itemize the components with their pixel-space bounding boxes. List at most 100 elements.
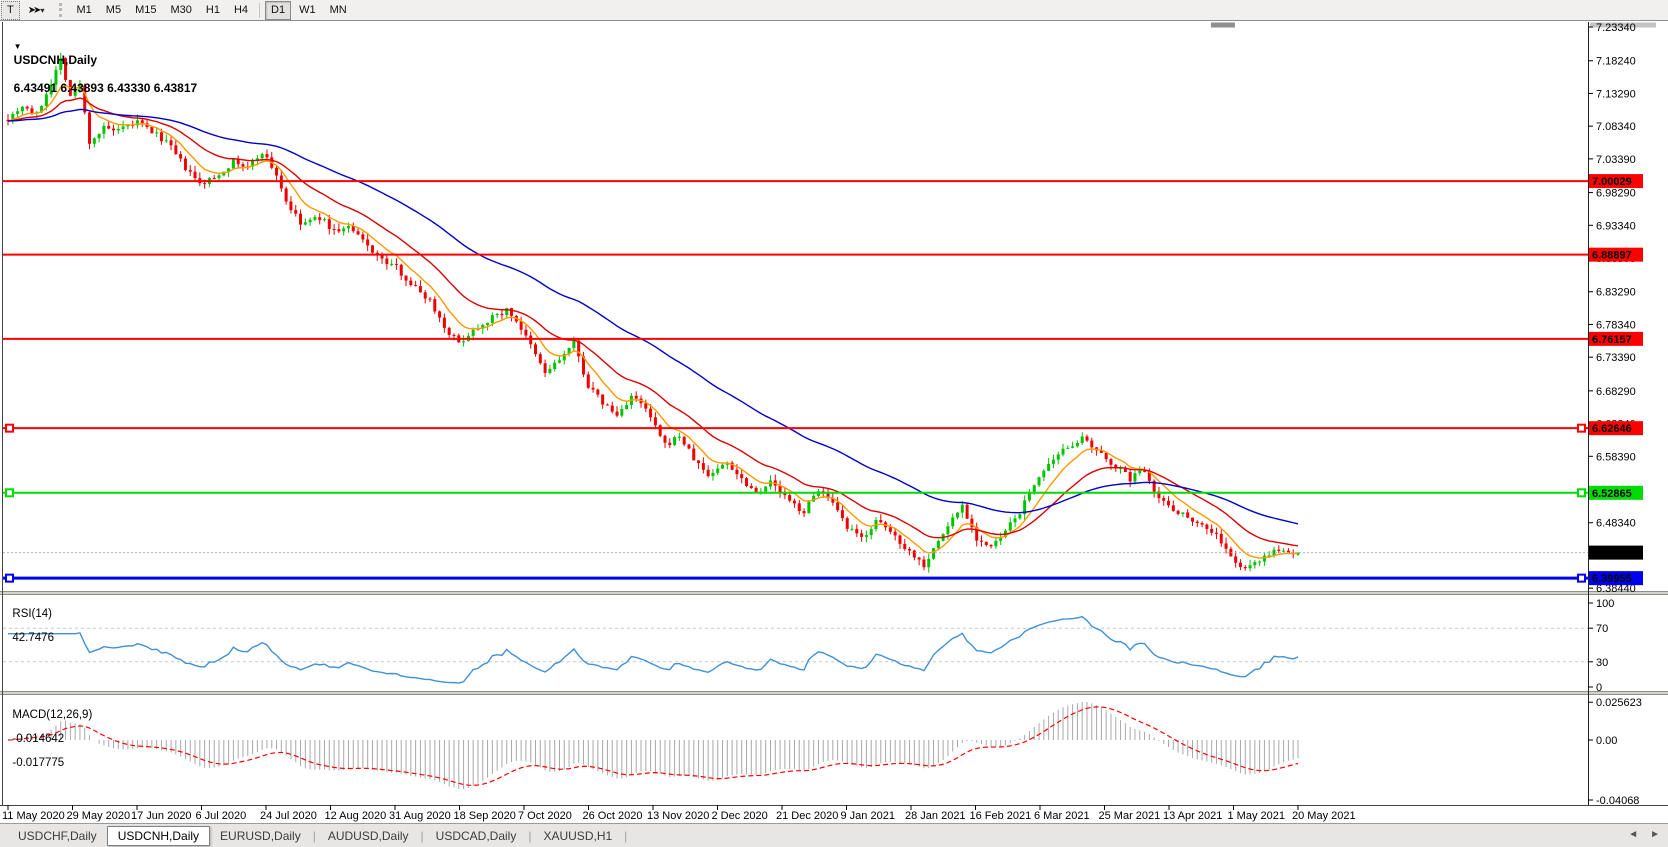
svg-text:6.52865: 6.52865 [1592, 488, 1632, 500]
pointer-tool-icon: ➤➤ [27, 4, 42, 16]
chart-symbol-label: USDCNH,Daily [13, 53, 98, 67]
svg-text:6.38440: 6.38440 [1596, 583, 1636, 595]
svg-text:13 Nov 2020: 13 Nov 2020 [647, 810, 709, 822]
chart-tab-xauusd-h1[interactable]: XAUUSD,H1 [543, 828, 613, 843]
svg-text:0.025623: 0.025623 [1596, 697, 1642, 709]
timeframe-group: M1 M5 M15 M30 H1 H4 D1 W1 MN [70, 0, 354, 20]
current-price-marker: 6.43817 [3, 545, 1643, 560]
candlestick-series [6, 52, 1300, 573]
chart-tab-bar: USDCHF,Daily USDCNH,Daily EURUSD,Daily | AUD… [0, 823, 1668, 847]
horizontal-lines[interactable]: 7.00029 6.88897 6.76157 6.62646 6.52865 6.399… [3, 174, 1643, 586]
svg-text:6.68290: 6.68290 [1596, 386, 1636, 398]
svg-text:6.48340: 6.48340 [1596, 518, 1636, 530]
title-marker-icon: ▼ [13, 42, 22, 51]
tab-divider: | [624, 828, 628, 843]
tab-divider: | [312, 828, 316, 843]
timeframe-button-m1[interactable]: M1 [76, 4, 92, 16]
svg-text:6.88897: 6.88897 [1592, 250, 1632, 262]
svg-text:31 Aug 2020: 31 Aug 2020 [389, 810, 451, 822]
svg-text:18 Sep 2020: 18 Sep 2020 [454, 810, 516, 822]
svg-text:7 Oct 2020: 7 Oct 2020 [518, 810, 572, 822]
svg-text:26 Oct 2020: 26 Oct 2020 [583, 810, 643, 822]
svg-text:6.58390: 6.58390 [1596, 451, 1636, 463]
svg-text:16 Feb 2021: 16 Feb 2021 [970, 810, 1032, 822]
tab-divider: | [420, 828, 424, 843]
svg-text:7.00029: 7.00029 [1592, 176, 1632, 188]
svg-text:20 May 2021: 20 May 2021 [1292, 810, 1356, 822]
pointer-tool-button[interactable]: ➤➤ ▾ [22, 1, 51, 20]
svg-text:7.23340: 7.23340 [1596, 22, 1636, 34]
timeframe-button-m5[interactable]: M5 [105, 4, 122, 16]
macd-main-value: -0.014642 [12, 733, 65, 745]
timeframe-button-h4[interactable]: H4 [233, 4, 249, 16]
timeframe-button-w1[interactable]: W1 [299, 4, 316, 16]
hline-handle[interactable] [5, 423, 14, 433]
svg-text:2 Dec 2020: 2 Dec 2020 [712, 810, 768, 822]
svg-text:9 Jan 2021: 9 Jan 2021 [841, 810, 895, 822]
ma-slow-line [7, 108, 1299, 525]
svg-text:24 Jul 2020: 24 Jul 2020 [260, 810, 317, 822]
svg-text:7.13290: 7.13290 [1596, 88, 1636, 100]
svg-text:6.83290: 6.83290 [1596, 287, 1636, 299]
svg-text:1 May 2021: 1 May 2021 [1228, 810, 1285, 822]
chart-tab-eurusd-daily[interactable]: EURUSD,Daily [220, 828, 301, 843]
chart-tab-usdcad-daily[interactable]: USDCAD,Daily [435, 828, 517, 843]
chart-tab-usdchf-daily[interactable]: USDCHF,Daily [18, 828, 97, 843]
tab-scroll-controls: ◄ ► [1628, 829, 1660, 840]
rsi-line [8, 615, 1299, 684]
text-tool-button[interactable]: T [1, 0, 20, 20]
macd-name: MACD(12,26,9) [12, 709, 93, 721]
svg-text:-0.04068: -0.04068 [1596, 795, 1639, 807]
hline-handle[interactable] [1577, 423, 1586, 433]
chart-canvas[interactable]: 7.23340 7.18240 7.13290 7.08340 7.03390 6.982… [0, 0, 1668, 823]
svg-text:6 Jul 2020: 6 Jul 2020 [196, 810, 247, 822]
timeframe-button-m30[interactable]: M30 [170, 4, 192, 16]
chart-tab-usdcnh-daily[interactable]: USDCNH,Daily [106, 825, 211, 846]
rsi-panel: 100 70 30 0 [3, 598, 1614, 694]
svg-text:6.43817: 6.43817 [1592, 548, 1632, 560]
hline-handle[interactable] [5, 573, 14, 583]
chart-window-title: ▼ USDCNH,Daily 6.43491 6.43893 6.43330 6… [7, 25, 198, 95]
tab-scroll-right-button[interactable]: ► [1650, 829, 1660, 840]
svg-text:6.78340: 6.78340 [1596, 319, 1636, 331]
svg-text:100: 100 [1596, 598, 1614, 610]
svg-text:6 Mar 2021: 6 Mar 2021 [1034, 810, 1090, 822]
timeframe-button-h1[interactable]: H1 [205, 4, 220, 16]
svg-text:12 Aug 2020: 12 Aug 2020 [325, 810, 387, 822]
svg-text:6.62646: 6.62646 [1592, 423, 1632, 435]
svg-text:7.03390: 7.03390 [1596, 154, 1636, 166]
top-toolbar: T ➤➤ ▾ M1 M5 M15 M30 H1 H4 D1 W1 MN [0, 0, 1668, 21]
svg-text:6.73390: 6.73390 [1596, 352, 1636, 364]
ma-fast-line [7, 84, 1299, 559]
chevron-down-icon: ▾ [40, 5, 45, 15]
hline-handle[interactable] [5, 488, 14, 498]
tabs-holder: USDCHF,Daily USDCNH,Daily EURUSD,Daily | AUD… [8, 825, 629, 846]
svg-text:13 Apr 2021: 13 Apr 2021 [1163, 810, 1222, 822]
chart-hscrollbar[interactable] [1211, 22, 1656, 28]
svg-text:21 Dec 2020: 21 Dec 2020 [776, 810, 838, 822]
macd-signal-value: -0.017775 [12, 757, 65, 769]
toolbar-separator [259, 2, 261, 18]
macd-indicator-label: MACD(12,26,9) -0.014642 -0.017775 [6, 697, 92, 769]
hline-handle[interactable] [1577, 573, 1586, 583]
chart-frame [0, 22, 1668, 806]
chart-hscroll-thumb [1211, 22, 1235, 28]
macd-panel: 0.025623 0.00 -0.04068 [7, 697, 1642, 807]
rsi-name: RSI(14) [12, 608, 53, 620]
timeframe-button-mn[interactable]: MN [329, 4, 347, 16]
svg-text:70: 70 [1596, 623, 1608, 635]
chart-tab-audusd-daily[interactable]: AUDUSD,Daily [327, 828, 409, 843]
scrollbar-track-corner [1590, 22, 1656, 28]
timeframe-button-d1[interactable]: D1 [265, 0, 292, 20]
macd-signal-line [7, 706, 1299, 786]
svg-text:25 Mar 2021: 25 Mar 2021 [1099, 810, 1161, 822]
timeframe-button-m15[interactable]: M15 [135, 4, 157, 16]
svg-text:6.93340: 6.93340 [1596, 220, 1636, 232]
svg-text:6.39955: 6.39955 [1592, 573, 1632, 585]
svg-text:7.08340: 7.08340 [1596, 121, 1636, 133]
svg-text:6.98290: 6.98290 [1596, 188, 1636, 200]
ma-mid-line [7, 97, 1299, 547]
hline-handle[interactable] [1577, 488, 1586, 498]
svg-text:6.76157: 6.76157 [1592, 334, 1632, 346]
tab-scroll-left-button[interactable]: ◄ [1628, 829, 1639, 840]
